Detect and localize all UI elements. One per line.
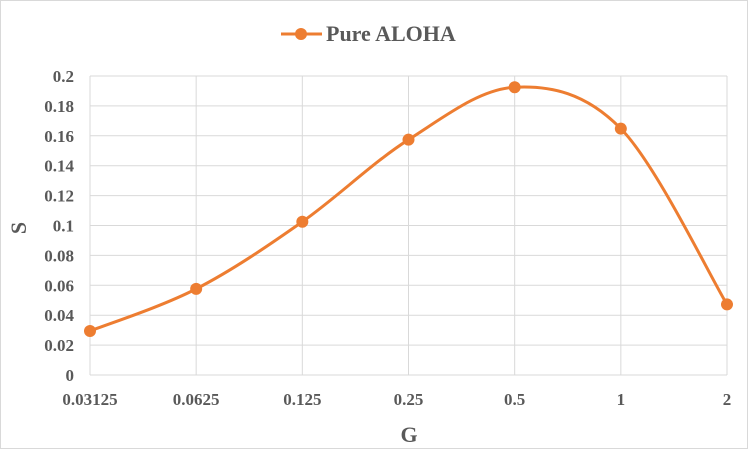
x-tick-label: 0.03125 — [62, 390, 117, 409]
x-tick-label: 2 — [723, 390, 732, 409]
y-tick-label: 0.12 — [44, 187, 74, 206]
legend-label: Pure ALOHA — [326, 21, 456, 46]
data-point — [296, 215, 309, 228]
x-axis-title: G — [400, 422, 417, 447]
x-tick-label: 0.5 — [504, 390, 525, 409]
data-point — [614, 122, 627, 135]
data-point — [721, 298, 733, 311]
y-tick-label: 0.2 — [53, 67, 74, 86]
y-tick-label: 0.16 — [44, 127, 74, 146]
y-tick-label: 0 — [66, 366, 75, 385]
series-markers — [84, 81, 733, 338]
data-point — [190, 282, 203, 295]
x-tick-label: 0.125 — [283, 390, 321, 409]
x-tick-label: 1 — [617, 390, 626, 409]
legend: Pure ALOHA — [281, 21, 456, 46]
data-point — [84, 325, 96, 338]
y-tick-label: 0.08 — [44, 246, 74, 265]
y-tick-label: 0.1 — [53, 217, 74, 236]
y-tick-labels: 0 0.02 0.04 0.06 0.08 0.1 0.12 0.14 0.16 0.18 0.2 — [44, 67, 74, 385]
x-tick-label: 0.0625 — [173, 390, 220, 409]
x-tick-labels: 0.03125 0.0625 0.125 0.25 0.5 1 2 — [62, 390, 731, 409]
y-tick-label: 0.14 — [44, 157, 74, 176]
grid-lines — [89, 75, 728, 376]
x-tick-label: 0.25 — [394, 390, 424, 409]
y-tick-label: 0.02 — [44, 336, 74, 355]
data-point — [508, 81, 521, 94]
y-axis-title: S — [6, 222, 31, 234]
y-tick-label: 0.06 — [44, 276, 74, 295]
y-tick-label: 0.04 — [44, 306, 74, 325]
data-point — [402, 133, 415, 146]
legend-marker-swatch — [295, 28, 307, 40]
y-tick-label: 0.18 — [44, 97, 74, 116]
